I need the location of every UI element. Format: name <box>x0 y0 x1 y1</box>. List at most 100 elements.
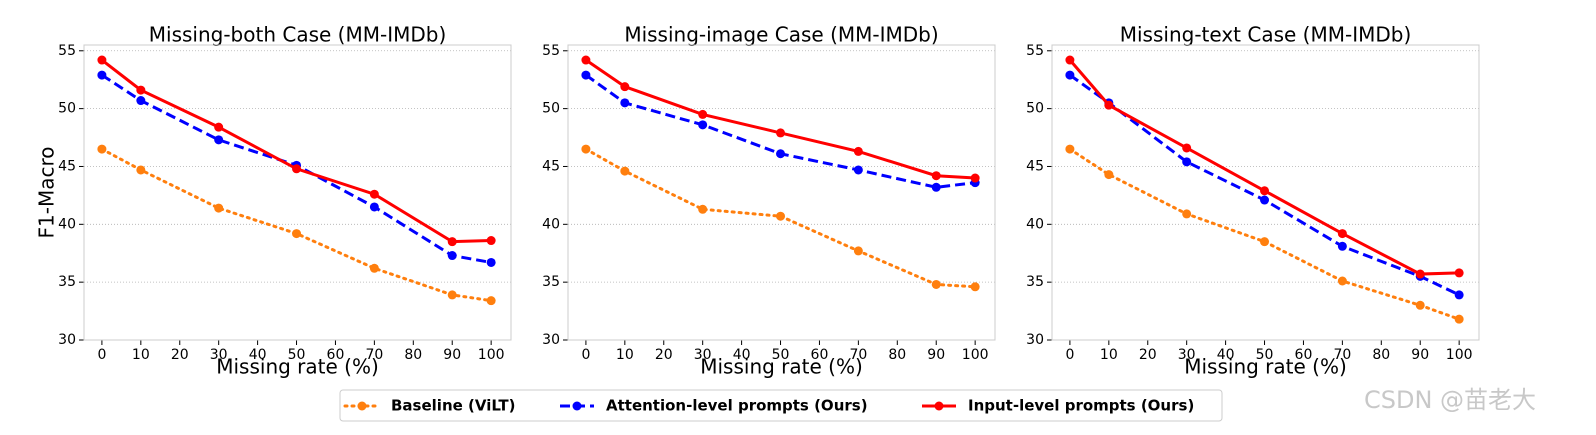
data-point <box>1065 144 1075 154</box>
y-tick-label: 45 <box>58 158 76 174</box>
data-point <box>970 173 980 183</box>
data-point <box>620 98 630 108</box>
y-tick-label: 30 <box>58 332 76 348</box>
series-line <box>1069 73 1460 297</box>
x-tick-label: 20 <box>1139 347 1157 363</box>
data-point <box>581 144 591 154</box>
legend-box <box>339 389 1223 422</box>
y-tick-label: 45 <box>542 158 560 174</box>
y-tick-label: 40 <box>542 216 560 232</box>
legend-label: Baseline (ViLT) <box>391 397 516 415</box>
data-point <box>620 82 630 92</box>
data-point <box>1065 70 1075 80</box>
x-tick-label: 90 <box>443 347 461 363</box>
data-point <box>447 290 457 300</box>
y-tick-label: 30 <box>1026 332 1044 348</box>
series-line <box>100 58 492 244</box>
x-tick-label: 80 <box>888 347 906 363</box>
legend-label: Input-level prompts (Ours) <box>968 397 1194 415</box>
data-point <box>581 70 591 80</box>
data-point <box>1337 276 1347 286</box>
chart-title: Missing-text Case (MM-IMDb) <box>1120 23 1412 47</box>
x-axis-label: Missing rate (%) <box>216 355 379 379</box>
x-tick-label: 0 <box>1065 347 1074 363</box>
data-point <box>292 229 302 239</box>
data-point <box>1415 269 1425 279</box>
data-point <box>853 246 863 256</box>
x-tick-label: 100 <box>1446 347 1473 363</box>
legend-marker <box>572 401 582 411</box>
data-point <box>1454 268 1464 278</box>
data-point <box>1182 143 1192 153</box>
data-point <box>292 164 302 174</box>
x-tick-label: 100 <box>962 347 989 363</box>
legend-marker <box>934 401 944 411</box>
x-tick-label: 70 <box>1333 347 1351 363</box>
data-point <box>776 211 786 221</box>
data-point <box>447 251 457 261</box>
x-tick-label: 90 <box>1411 347 1429 363</box>
y-tick-label: 45 <box>1026 158 1044 174</box>
data-point <box>214 135 224 145</box>
x-tick-label: 50 <box>288 347 306 363</box>
data-point <box>1182 157 1192 167</box>
data-point <box>853 146 863 156</box>
x-tick-label: 100 <box>478 347 505 363</box>
data-point <box>698 120 708 130</box>
x-tick-label: 30 <box>1178 347 1196 363</box>
data-point <box>1415 300 1425 310</box>
data-point <box>97 144 107 154</box>
data-point <box>1065 55 1075 65</box>
x-axis-label: Missing rate (%) <box>1184 355 1347 379</box>
y-tick-label: 35 <box>542 274 560 290</box>
data-point <box>776 149 786 159</box>
data-point <box>1337 241 1347 251</box>
x-axis-label: Missing rate (%) <box>700 355 863 379</box>
data-point <box>931 279 941 289</box>
data-point <box>931 171 941 181</box>
x-tick-label: 60 <box>811 347 829 363</box>
plot-frame <box>83 44 512 341</box>
x-tick-label: 0 <box>97 347 106 363</box>
data-point <box>136 165 146 175</box>
x-tick-label: 50 <box>1256 347 1274 363</box>
data-point <box>1182 209 1192 219</box>
y-tick-label: 55 <box>1026 43 1044 59</box>
chart-title: Missing-both Case (MM-IMDb) <box>149 23 447 47</box>
y-tick-label: 50 <box>542 101 560 117</box>
x-tick-label: 40 <box>1217 347 1235 363</box>
data-point <box>1104 170 1114 180</box>
data-point <box>97 70 107 80</box>
data-point <box>1337 229 1347 239</box>
data-point <box>486 257 496 267</box>
y-tick-label: 55 <box>542 43 560 59</box>
chart-title: Missing-image Case (MM-IMDb) <box>624 23 938 47</box>
data-point <box>1260 195 1270 205</box>
x-tick-label: 70 <box>365 347 383 363</box>
y-tick-label: 30 <box>542 332 560 348</box>
plot-frame <box>1051 44 1480 341</box>
x-tick-label: 20 <box>171 347 189 363</box>
data-point <box>698 109 708 119</box>
data-point <box>136 96 146 106</box>
x-tick-label: 40 <box>249 347 267 363</box>
data-point <box>136 85 146 95</box>
x-tick-label: 10 <box>132 347 150 363</box>
watermark: CSDN @苗老大 <box>1364 386 1536 414</box>
y-tick-label: 50 <box>1026 101 1044 117</box>
data-point <box>1260 186 1270 196</box>
legend-marker <box>357 401 367 411</box>
x-tick-label: 60 <box>327 347 345 363</box>
data-point <box>581 55 591 65</box>
x-tick-label: 40 <box>733 347 751 363</box>
x-tick-label: 80 <box>404 347 422 363</box>
data-point <box>214 122 224 132</box>
data-point <box>369 202 379 212</box>
data-point <box>620 166 630 176</box>
x-tick-label: 70 <box>849 347 867 363</box>
data-point <box>853 165 863 175</box>
data-point <box>214 203 224 213</box>
data-point <box>486 296 496 306</box>
x-tick-label: 20 <box>655 347 673 363</box>
